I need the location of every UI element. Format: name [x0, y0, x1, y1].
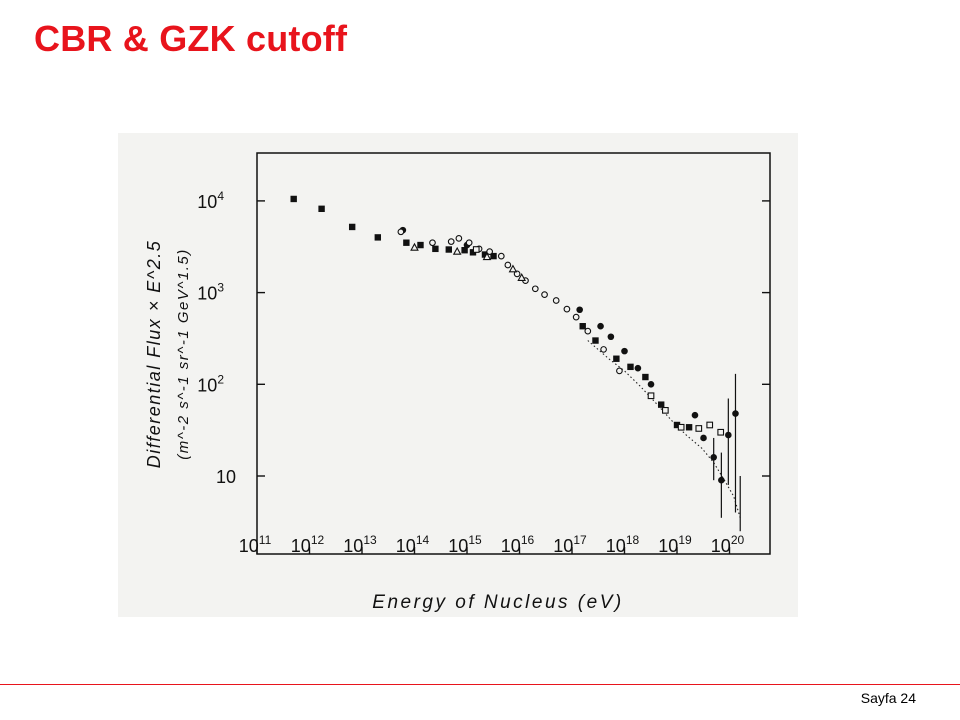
y-tick-label: 10	[216, 467, 236, 487]
point-filled-square	[685, 424, 693, 431]
page-number: Sayfa 24	[860, 690, 916, 706]
point-open-circle	[465, 239, 473, 247]
point-filled-square	[432, 245, 439, 253]
point-filled-square	[627, 363, 634, 371]
point-filled-circle	[607, 333, 615, 341]
point-filled-square	[490, 252, 497, 260]
point-open-circle	[455, 235, 463, 242]
point-filled-square	[417, 241, 424, 249]
point-filled-square	[592, 337, 599, 344]
point-filled-square	[445, 246, 452, 253]
point-open-circle	[616, 367, 623, 375]
point-open-triangle	[410, 242, 419, 251]
point-open-circle	[531, 285, 539, 293]
point-open-triangle	[517, 273, 527, 281]
point-filled-circle	[597, 322, 604, 330]
y-axis-title: Differential Flux × E^2.5	[144, 240, 164, 469]
y-tick-label: 103	[197, 281, 224, 304]
x-tick-label: 1013	[343, 533, 377, 556]
point-open-circle	[447, 238, 455, 245]
error-bars	[713, 373, 741, 532]
slide-title: CBR & GZK cutoff	[34, 18, 348, 59]
point-open-circle	[504, 261, 512, 269]
point-filled-circle	[710, 453, 717, 461]
point-open-square	[472, 246, 480, 253]
point-open-circle	[397, 228, 405, 236]
flux-chart: 1011 1012 1013 1014 1015 1016 1017 1018 1019 1020…	[144, 152, 771, 613]
point-open-circle	[563, 305, 571, 313]
dotted-lines	[587, 340, 741, 518]
point-filled-square	[673, 421, 681, 429]
x-axis-title: Energy of Nucleus (eV)	[372, 592, 623, 613]
point-filled-circle	[718, 476, 725, 484]
x-tick-label: 1016	[501, 533, 535, 556]
point-filled-square	[613, 355, 620, 362]
point-filled-square	[290, 195, 297, 203]
point-filled-square	[481, 251, 489, 258]
plot-frame	[256, 152, 771, 555]
point-filled-square	[374, 234, 382, 241]
point-open-triangle	[482, 252, 492, 261]
x-tick-label: 1014	[396, 533, 430, 556]
point-open-circle	[572, 313, 580, 321]
x-tick-label: 1012	[291, 533, 325, 556]
point-filled-square	[579, 323, 586, 330]
point-filled-circle	[634, 364, 642, 372]
dotted-fit-line	[587, 340, 741, 518]
point-open-square	[662, 406, 669, 414]
point-filled-circle	[700, 434, 707, 442]
point-filled-square	[642, 373, 649, 381]
x-tick-label: 1011	[239, 533, 272, 556]
point-open-square	[695, 425, 703, 432]
x-tick-label: 1015	[448, 533, 482, 556]
x-axis-ticks: 1011 1012 1013 1014 1015 1016 1017 1018 1019 1020	[239, 533, 745, 556]
point-filled-square	[657, 401, 665, 408]
point-open-triangle	[452, 246, 462, 255]
point-open-circle	[584, 327, 592, 335]
point-filled-circle	[691, 411, 699, 419]
point-filled-circle	[621, 347, 628, 355]
y-axis-units: (m^-2 s^-1 sr^-1 GeV^1.5)	[175, 248, 192, 460]
point-open-circle	[429, 239, 436, 247]
point-open-circle	[541, 291, 548, 298]
footer-divider	[0, 684, 960, 685]
data-markers	[290, 195, 739, 484]
point-open-square	[647, 392, 655, 400]
point-open-square	[706, 421, 714, 429]
point-open-circle	[486, 248, 493, 255]
point-filled-square	[318, 205, 325, 213]
x-tick-label: 1018	[606, 533, 640, 556]
scanned-chart-figure: 1011 1012 1013 1014 1015 1016 1017 1018 1019 1020…	[118, 133, 798, 617]
point-filled-circle	[647, 381, 655, 388]
y-tick-label: 104	[197, 189, 224, 212]
x-tick-label: 1017	[553, 533, 587, 556]
point-filled-circle	[732, 410, 739, 417]
x-tick-label: 1020	[711, 533, 745, 556]
point-filled-square	[348, 223, 356, 231]
point-filled-circle	[576, 306, 583, 314]
point-filled-square	[403, 239, 410, 246]
point-open-circle	[600, 346, 607, 353]
point-open-square	[717, 428, 725, 436]
y-axis-ticks: 10 102 103 104	[197, 189, 770, 487]
point-open-circle	[513, 270, 521, 278]
point-filled-circle	[725, 431, 732, 439]
point-open-square	[677, 423, 685, 431]
point-filled-square	[461, 246, 468, 254]
y-tick-label: 102	[197, 372, 224, 395]
x-tick-label: 1019	[658, 533, 692, 556]
point-open-circle	[552, 297, 560, 304]
point-open-triangle	[508, 264, 518, 273]
point-open-circle	[497, 252, 505, 260]
